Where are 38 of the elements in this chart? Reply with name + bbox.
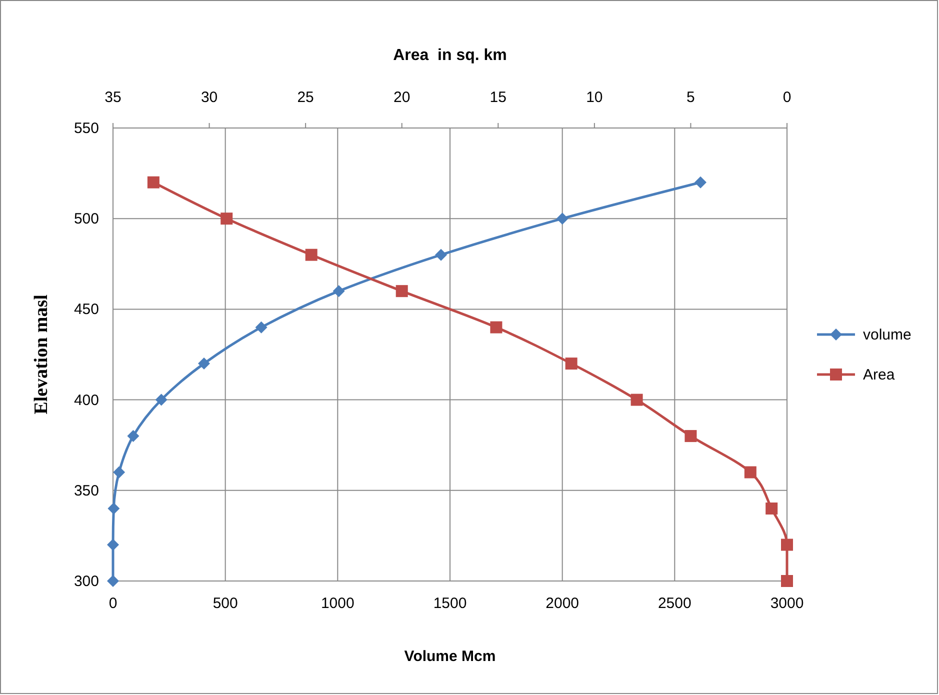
point [127, 430, 140, 442]
point [107, 538, 119, 551]
point [198, 358, 210, 370]
y-tick-label: 550 [74, 120, 99, 137]
x2-tick-label: 5 [686, 89, 695, 106]
x-axis-title: Volume Mcm [404, 648, 496, 665]
x2-axis-title: Area in sq. km [393, 47, 507, 64]
point [107, 575, 119, 587]
y-tick-label: 400 [74, 392, 99, 409]
x2-tick-label: 35 [104, 89, 122, 106]
legend-label: volume [863, 326, 912, 344]
x2-tick-label: 20 [394, 89, 410, 106]
point [435, 248, 448, 261]
point [332, 285, 345, 298]
x-tick-label: 500 [212, 595, 238, 612]
x-tick-label: 2000 [546, 595, 580, 612]
y-tick-label: 350 [74, 482, 99, 500]
x2-tick-label: 25 [297, 89, 314, 106]
x-tick-label: 2500 [658, 595, 692, 612]
x2-tick-label: 0 [782, 89, 792, 106]
y-tick-label: 300 [74, 573, 99, 590]
x2-tick-label: 10 [586, 89, 603, 106]
y-tick-label: 500 [74, 210, 99, 228]
legend-label: Area [863, 366, 896, 384]
point [108, 502, 120, 515]
x-tick-label: 1000 [320, 595, 354, 612]
point [694, 176, 707, 188]
x2-tick-label: 15 [490, 89, 506, 106]
point [255, 321, 268, 334]
y-tick-label: 450 [74, 301, 99, 318]
y-axis-title: Elevation masl [31, 294, 52, 414]
x-tick-label: 3000 [770, 595, 804, 612]
point [155, 394, 168, 406]
point [556, 212, 568, 225]
x-tick-label: 1500 [433, 595, 467, 612]
x-tick-label: 0 [108, 595, 118, 612]
point [113, 466, 126, 478]
x2-tick-label: 30 [200, 89, 218, 106]
